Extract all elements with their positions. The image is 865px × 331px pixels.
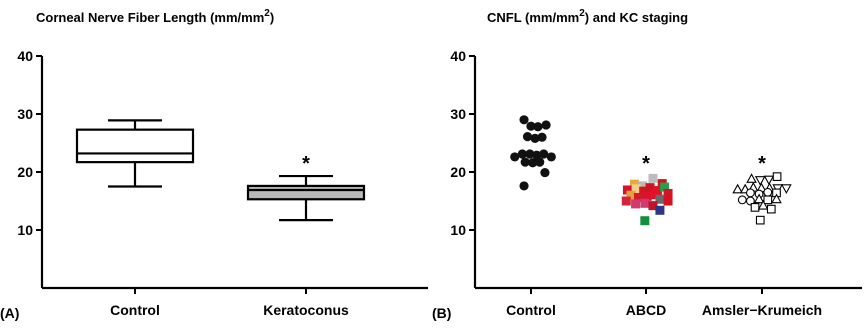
point-ak-square xyxy=(750,203,760,212)
point-abcd xyxy=(622,185,632,195)
point-control xyxy=(530,133,540,143)
point-ak-circle xyxy=(737,195,747,205)
significance-asterisk: * xyxy=(302,153,310,175)
point-abcd xyxy=(642,191,652,201)
point-abcd xyxy=(663,196,673,206)
panel-a-axes: 10 20 30 40 Control Keratoconus xyxy=(17,48,428,318)
point-abcd xyxy=(660,182,670,192)
panel-a-plot: * xyxy=(75,119,366,222)
panel-a: Corneal Nerve Fiber Length (mm/mm2) 10 20… xyxy=(0,8,428,321)
point-control xyxy=(510,152,520,162)
point-ak-triangle-down xyxy=(763,175,775,186)
point-control xyxy=(525,149,535,159)
point-abcd xyxy=(655,205,665,215)
panel-b-axes: 10 20 30 40 Control ABCD Amsler−Krumeich xyxy=(450,48,862,318)
point-abcd xyxy=(631,199,641,209)
point-ak-square xyxy=(755,215,765,225)
point-ak-triangle-up xyxy=(771,193,782,204)
point-ak-triangle-up xyxy=(746,173,757,183)
y-tick-label: 40 xyxy=(450,48,466,64)
y-tick-label: 20 xyxy=(17,164,33,180)
point-ak-square xyxy=(766,204,776,214)
point-ak-triangle-up xyxy=(757,199,769,210)
x-tick-label: Keratoconus xyxy=(263,302,349,318)
y-tick-label: 20 xyxy=(450,164,466,180)
point-control xyxy=(535,157,545,167)
point-control xyxy=(517,149,527,159)
point-abcd xyxy=(655,194,665,204)
point-control xyxy=(528,158,538,168)
point-abcd xyxy=(626,190,636,200)
point-ak-square xyxy=(763,195,773,205)
point-abcd xyxy=(621,196,631,206)
point-abcd xyxy=(639,186,649,196)
panel-b: CNFL (mm/mm2) and KC staging 10 20 30 40 Con… xyxy=(432,8,862,321)
point-ak-circle xyxy=(745,196,755,206)
point-ak-triangle-down xyxy=(754,176,766,186)
point-control xyxy=(532,150,542,160)
point-abcd xyxy=(633,193,643,203)
point-control xyxy=(522,132,533,142)
point-control xyxy=(541,120,551,130)
point-abcd xyxy=(648,173,658,183)
box-control xyxy=(75,128,195,164)
x-tick-label: Control xyxy=(110,302,160,318)
panel-b-plot: * * xyxy=(510,115,792,226)
x-tick-label: ABCD xyxy=(626,302,666,318)
y-tick-label: 30 xyxy=(450,106,466,122)
y-tick-label: 10 xyxy=(450,222,466,238)
point-control xyxy=(546,152,556,162)
point-control xyxy=(539,149,549,159)
point-abcd xyxy=(650,190,660,200)
y-tick-label: 30 xyxy=(17,106,33,122)
panel-b-title: CNFL (mm/mm2) and KC staging xyxy=(487,8,688,25)
panel-b-label: (B) xyxy=(432,305,451,321)
point-ak-triangle-up xyxy=(732,183,743,194)
y-tick-label: 10 xyxy=(17,222,33,238)
point-abcd xyxy=(645,183,655,193)
point-abcd xyxy=(648,201,658,211)
point-abcd xyxy=(640,198,650,208)
point-control xyxy=(533,122,543,132)
point-control xyxy=(519,115,529,125)
point-abcd xyxy=(663,188,673,198)
point-ak-circle xyxy=(763,187,773,197)
point-abcd xyxy=(631,184,641,194)
point-control xyxy=(519,181,529,191)
point-control xyxy=(537,132,547,142)
point-abcd xyxy=(629,179,639,189)
panel-a-label: (A) xyxy=(0,305,19,321)
significance-asterisk: * xyxy=(642,153,650,175)
point-control xyxy=(540,167,550,178)
panel-a-title: Corneal Nerve Fiber Length (mm/mm2) xyxy=(36,8,274,25)
point-abcd xyxy=(638,181,648,191)
point-control xyxy=(520,157,530,167)
point-ak-square xyxy=(772,172,782,181)
point-abcd xyxy=(640,216,650,226)
y-tick-label: 40 xyxy=(17,48,33,64)
point-ak-triangle-down xyxy=(781,184,792,194)
x-tick-label: Control xyxy=(506,302,556,318)
box-keratoconus xyxy=(246,184,366,201)
point-control xyxy=(526,121,536,131)
point-ak-circle xyxy=(745,188,755,198)
significance-asterisk: * xyxy=(758,153,766,175)
point-ak-triangle-up xyxy=(753,193,765,204)
x-tick-label: Amsler−Krumeich xyxy=(702,302,822,318)
